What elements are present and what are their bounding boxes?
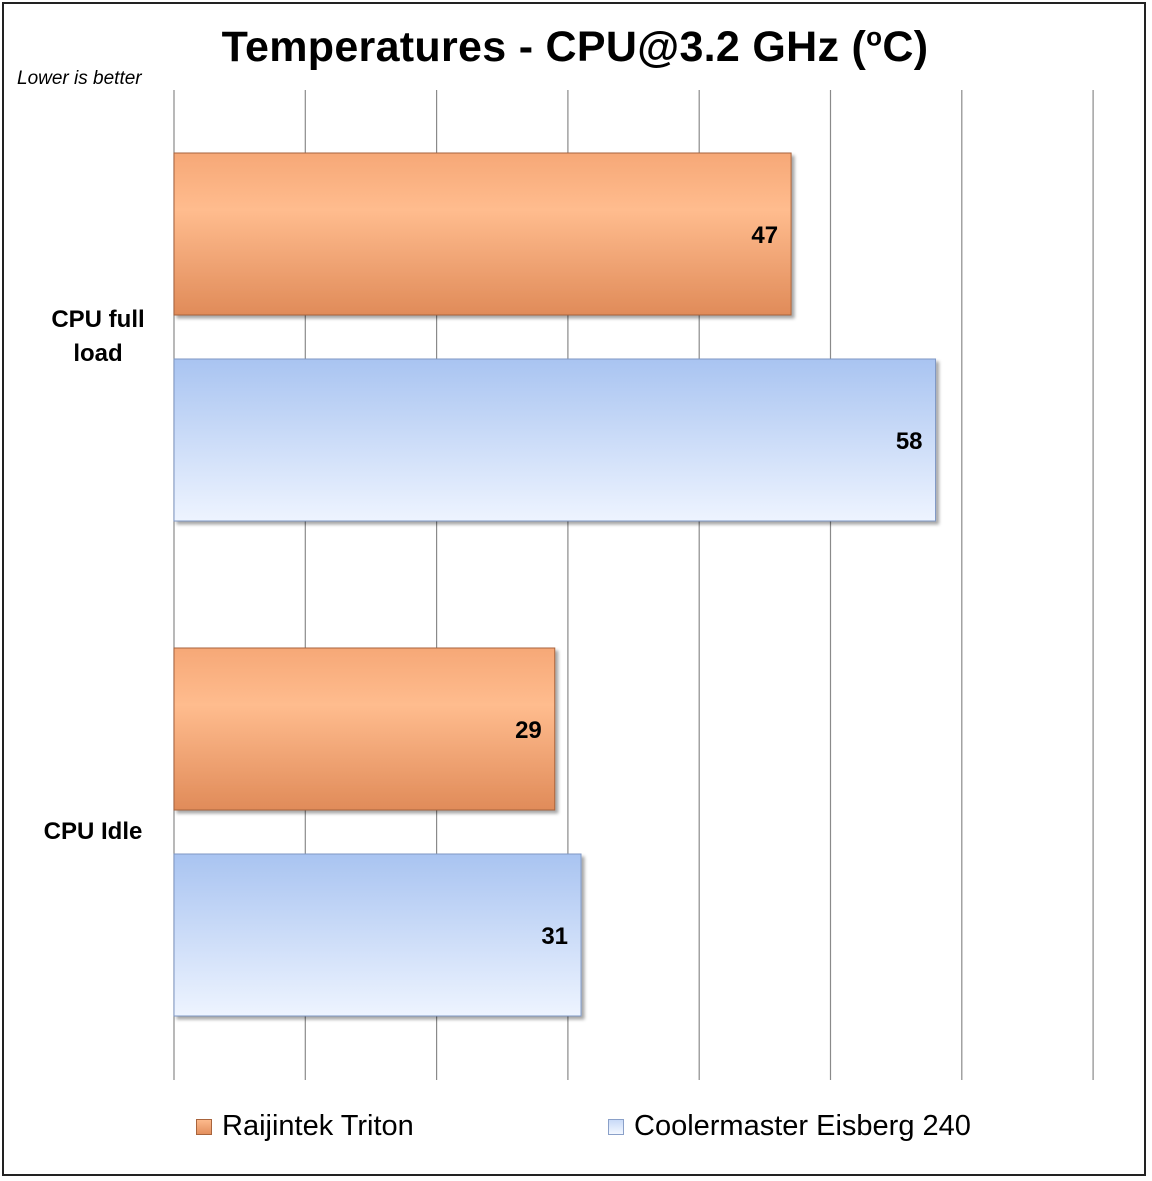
- category-label-full-load: CPU full load: [51, 306, 145, 367]
- bar-coolermaster-full-load: [173, 358, 937, 522]
- legend-label-coolermaster: Coolermaster Eisberg 240: [634, 1110, 971, 1142]
- chart-title: Temperatures - CPU@3.2 GHz (oC): [0, 22, 1150, 72]
- bar-raijintek-idle: [173, 647, 556, 811]
- category-label-idle: CPU Idle: [43, 818, 143, 845]
- legend-swatch-orange: [196, 1118, 212, 1135]
- degree-superscript: o: [866, 22, 883, 52]
- data-label-coolermaster-idle: 31: [541, 923, 568, 950]
- legend-item-coolermaster: Coolermaster Eisberg 240: [608, 1110, 971, 1143]
- data-label-raijintek-idle: 29: [515, 717, 542, 744]
- legend-label-raijintek: Raijintek Triton: [222, 1110, 414, 1142]
- bar-coolermaster-idle: [173, 853, 582, 1017]
- bars: [173, 152, 937, 1017]
- data-labels: 47 58 29 31: [515, 222, 922, 950]
- legend-item-raijintek: Raijintek Triton: [196, 1110, 414, 1143]
- bar-raijintek-full-load: [173, 152, 792, 316]
- data-label-raijintek-full-load: 47: [751, 222, 778, 249]
- chart-title-text: Temperatures - CPU@3.2 GHz (oC): [221, 22, 929, 72]
- chart-subtitle: Lower is better: [17, 68, 142, 89]
- legend-swatch-blue: [608, 1118, 624, 1135]
- data-label-coolermaster-full-load: 58: [896, 428, 923, 455]
